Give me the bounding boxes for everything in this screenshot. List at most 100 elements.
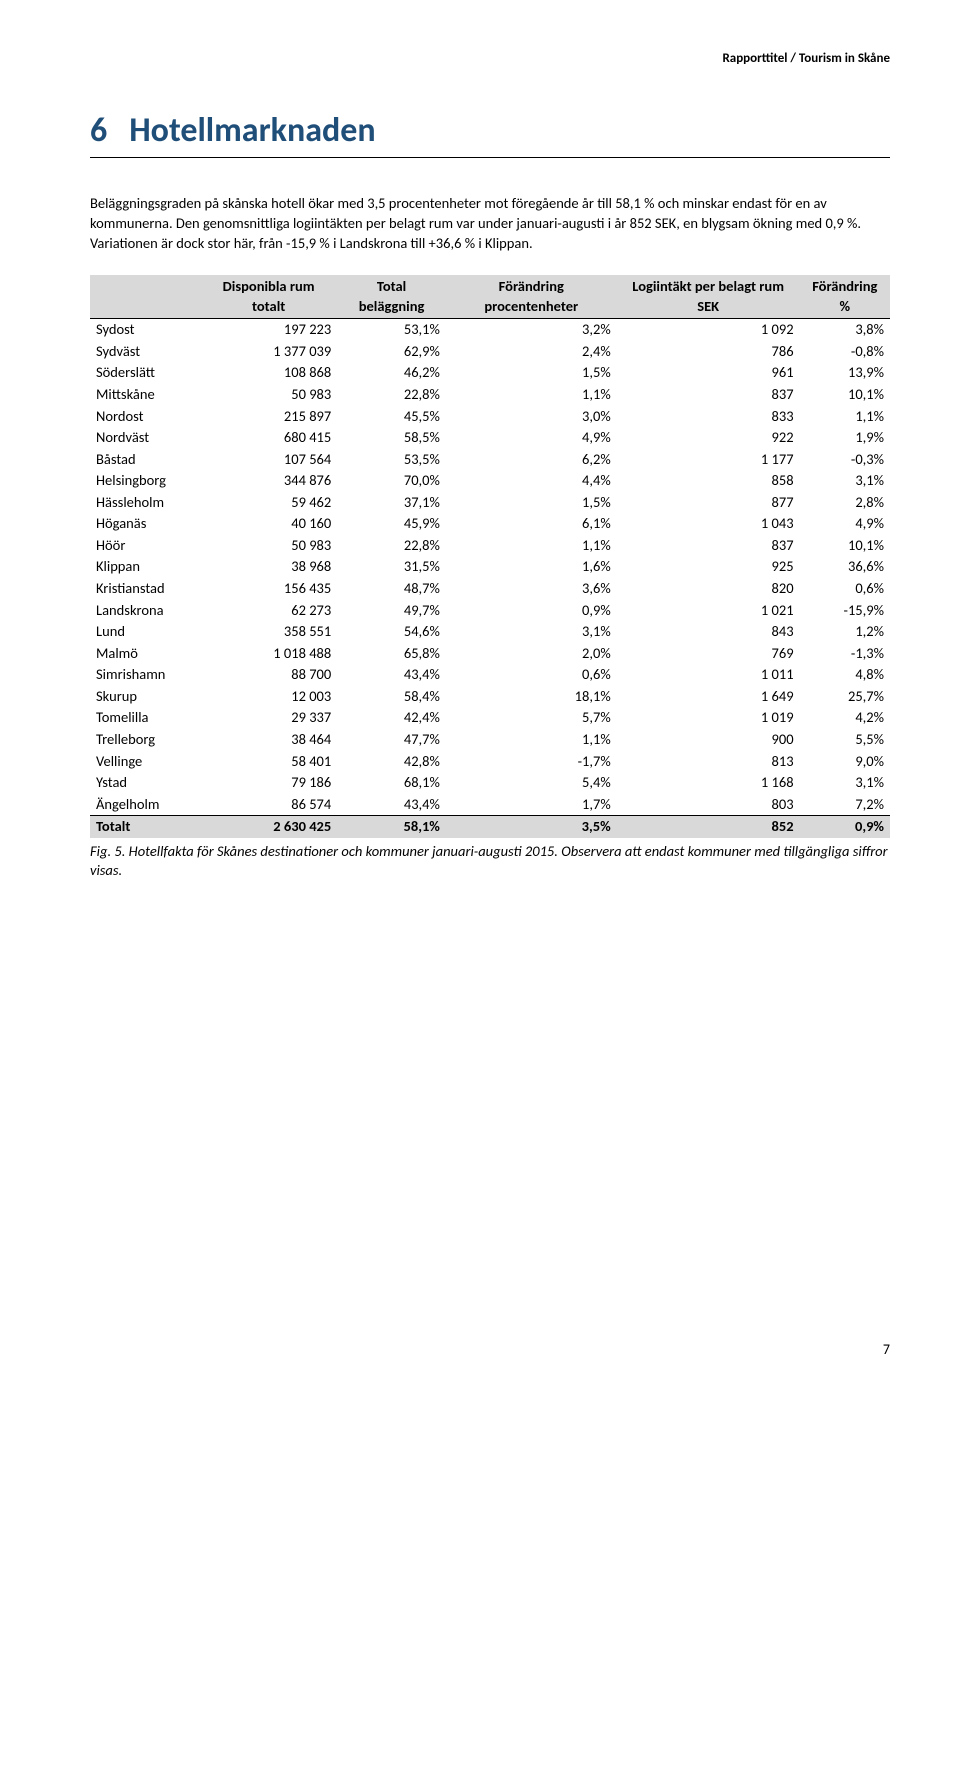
cell-rooms: 38 968	[200, 556, 337, 578]
table-row: Höör50 98322,8%1,1%83710,1%	[90, 535, 890, 557]
cell-change-pct: 3,1%	[800, 772, 890, 794]
cell-occupancy: 47,7%	[337, 729, 446, 751]
cell-revpar: 1 649	[617, 686, 800, 708]
cell-occupancy: 58,5%	[337, 427, 446, 449]
table-row: Nordost215 89745,5%3,0%8331,1%	[90, 406, 890, 428]
cell-revpar: 858	[617, 470, 800, 492]
cell-change-pct: 7,2%	[800, 794, 890, 816]
cell-change-pp: 1,1%	[446, 535, 617, 557]
cell-rooms: 358 551	[200, 621, 337, 643]
table-header-row: Disponibla rum totalt Total beläggning F…	[90, 275, 890, 319]
cell-revpar: 813	[617, 751, 800, 773]
cell-revpar: 852	[617, 816, 800, 838]
cell-change-pp: 1,5%	[446, 492, 617, 514]
cell-region: Höör	[90, 535, 200, 557]
cell-rooms: 50 983	[200, 384, 337, 406]
cell-revpar: 1 092	[617, 319, 800, 341]
cell-rooms: 50 983	[200, 535, 337, 557]
cell-change-pct: 9,0%	[800, 751, 890, 773]
table-row: Simrishamn88 70043,4%0,6%1 0114,8%	[90, 664, 890, 686]
cell-rooms: 29 337	[200, 707, 337, 729]
cell-rooms: 88 700	[200, 664, 337, 686]
cell-change-pp: 3,5%	[446, 816, 617, 838]
table-row: Lund358 55154,6%3,1%8431,2%	[90, 621, 890, 643]
cell-change-pct: -0,8%	[800, 341, 890, 363]
cell-change-pp: 2,0%	[446, 643, 617, 665]
cell-region: Nordväst	[90, 427, 200, 449]
intro-paragraph: Beläggningsgraden på skånska hotell ökar…	[90, 194, 890, 253]
cell-change-pct: -15,9%	[800, 600, 890, 622]
cell-occupancy: 58,1%	[337, 816, 446, 838]
cell-change-pp: 0,9%	[446, 600, 617, 622]
table-row: Trelleborg38 46447,7%1,1%9005,5%	[90, 729, 890, 751]
cell-change-pct: 5,5%	[800, 729, 890, 751]
cell-revpar: 837	[617, 535, 800, 557]
cell-rooms: 1 018 488	[200, 643, 337, 665]
cell-region: Ystad	[90, 772, 200, 794]
cell-occupancy: 49,7%	[337, 600, 446, 622]
cell-change-pp: 3,2%	[446, 319, 617, 341]
cell-change-pct: 4,9%	[800, 513, 890, 535]
cell-change-pp: 4,4%	[446, 470, 617, 492]
col-header-change-pp: Förändring procentenheter	[446, 275, 617, 319]
table-total-row: Totalt2 630 42558,1%3,5%8520,9%	[90, 816, 890, 838]
cell-rooms: 1 377 039	[200, 341, 337, 363]
table-row: Sydost197 22353,1%3,2%1 0923,8%	[90, 319, 890, 341]
report-header: Rapporttitel / Tourism in Skåne	[90, 50, 890, 68]
cell-rooms: 344 876	[200, 470, 337, 492]
cell-change-pp: 4,9%	[446, 427, 617, 449]
cell-change-pp: 1,1%	[446, 384, 617, 406]
cell-rooms: 2 630 425	[200, 816, 337, 838]
cell-region: Båstad	[90, 449, 200, 471]
cell-change-pct: 4,2%	[800, 707, 890, 729]
page-number: 7	[883, 1341, 890, 1358]
cell-change-pp: 1,6%	[446, 556, 617, 578]
cell-occupancy: 58,4%	[337, 686, 446, 708]
table-row: Skurup12 00358,4%18,1%1 64925,7%	[90, 686, 890, 708]
cell-change-pp: 5,7%	[446, 707, 617, 729]
cell-occupancy: 43,4%	[337, 664, 446, 686]
cell-region: Kristianstad	[90, 578, 200, 600]
cell-occupancy: 53,1%	[337, 319, 446, 341]
cell-revpar: 803	[617, 794, 800, 816]
cell-occupancy: 42,8%	[337, 751, 446, 773]
table-row: Tomelilla29 33742,4%5,7%1 0194,2%	[90, 707, 890, 729]
cell-change-pp: 1,1%	[446, 729, 617, 751]
cell-rooms: 79 186	[200, 772, 337, 794]
cell-region: Malmö	[90, 643, 200, 665]
cell-occupancy: 62,9%	[337, 341, 446, 363]
cell-region: Hässleholm	[90, 492, 200, 514]
table-row: Helsingborg344 87670,0%4,4%8583,1%	[90, 470, 890, 492]
cell-rooms: 59 462	[200, 492, 337, 514]
section-heading: 6Hotellmarknaden	[90, 108, 890, 154]
cell-change-pp: 3,0%	[446, 406, 617, 428]
cell-rooms: 215 897	[200, 406, 337, 428]
cell-revpar: 961	[617, 362, 800, 384]
cell-region: Sydväst	[90, 341, 200, 363]
cell-change-pct: 25,7%	[800, 686, 890, 708]
cell-change-pct: 36,6%	[800, 556, 890, 578]
cell-revpar: 1 019	[617, 707, 800, 729]
cell-change-pct: 0,6%	[800, 578, 890, 600]
table-row: Ystad79 18668,1%5,4%1 1683,1%	[90, 772, 890, 794]
cell-change-pct: 0,9%	[800, 816, 890, 838]
cell-rooms: 156 435	[200, 578, 337, 600]
cell-change-pp: 1,7%	[446, 794, 617, 816]
cell-change-pp: 18,1%	[446, 686, 617, 708]
cell-revpar: 837	[617, 384, 800, 406]
cell-revpar: 925	[617, 556, 800, 578]
cell-occupancy: 31,5%	[337, 556, 446, 578]
cell-revpar: 843	[617, 621, 800, 643]
cell-occupancy: 43,4%	[337, 794, 446, 816]
cell-rooms: 680 415	[200, 427, 337, 449]
table-row: Båstad107 56453,5%6,2%1 177-0,3%	[90, 449, 890, 471]
cell-region: Klippan	[90, 556, 200, 578]
cell-region: Lund	[90, 621, 200, 643]
cell-change-pp: 6,2%	[446, 449, 617, 471]
table-row: Nordväst680 41558,5%4,9%9221,9%	[90, 427, 890, 449]
cell-occupancy: 22,8%	[337, 535, 446, 557]
col-header-revpar: Logiintäkt per belagt rum SEK	[617, 275, 800, 319]
cell-revpar: 922	[617, 427, 800, 449]
cell-occupancy: 70,0%	[337, 470, 446, 492]
cell-change-pp: 5,4%	[446, 772, 617, 794]
